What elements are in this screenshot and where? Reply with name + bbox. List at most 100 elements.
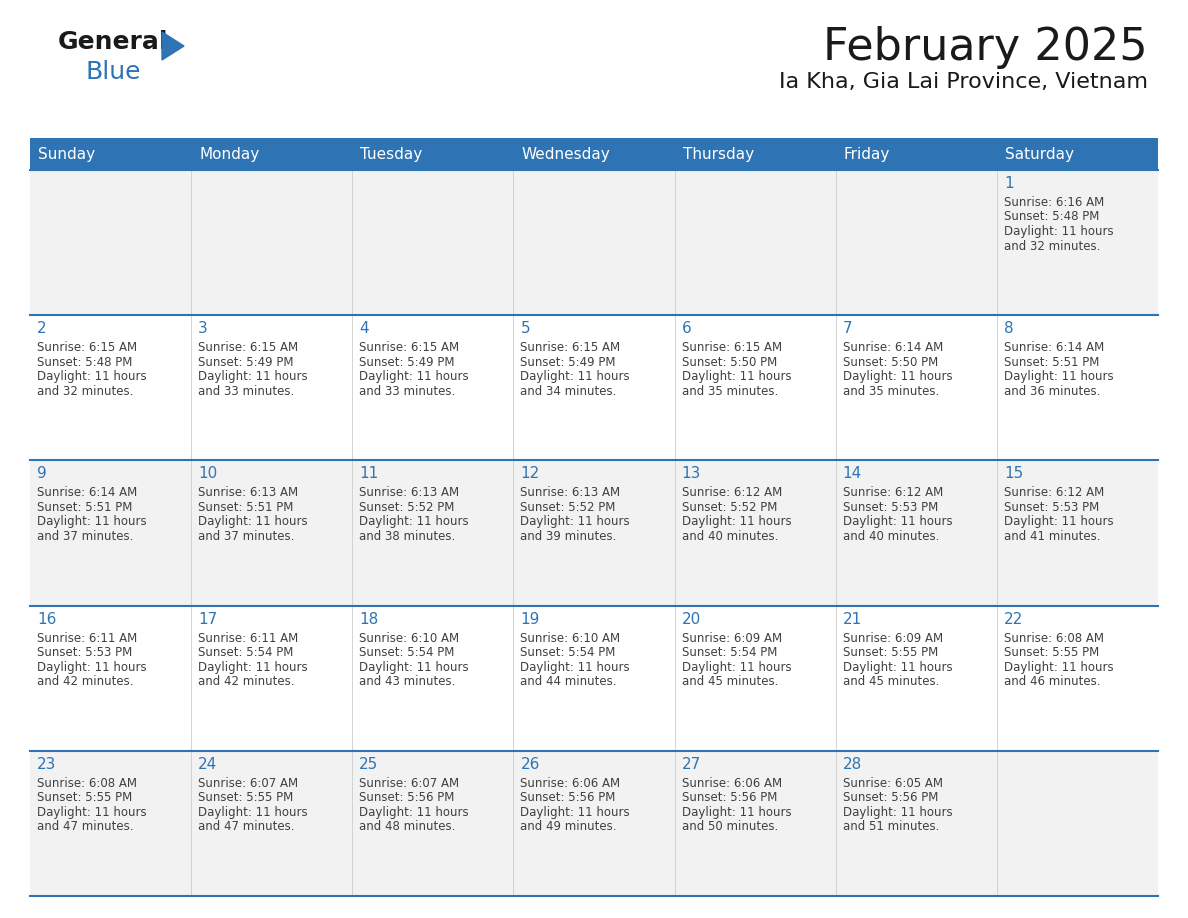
Text: Daylight: 11 hours: Daylight: 11 hours (359, 806, 469, 819)
Text: 15: 15 (1004, 466, 1023, 481)
Text: Sunset: 5:50 PM: Sunset: 5:50 PM (842, 355, 939, 369)
Text: Sunset: 5:54 PM: Sunset: 5:54 PM (198, 646, 293, 659)
Text: 14: 14 (842, 466, 862, 481)
Text: Sunrise: 6:10 AM: Sunrise: 6:10 AM (520, 632, 620, 644)
Text: Daylight: 11 hours: Daylight: 11 hours (37, 515, 146, 529)
Text: 2: 2 (37, 321, 46, 336)
Bar (997, 138, 1158, 170)
Text: Sunrise: 6:13 AM: Sunrise: 6:13 AM (520, 487, 620, 499)
Text: Daylight: 11 hours: Daylight: 11 hours (37, 661, 146, 674)
Text: Sunset: 5:48 PM: Sunset: 5:48 PM (37, 355, 132, 369)
Text: Sunrise: 6:05 AM: Sunrise: 6:05 AM (842, 777, 943, 789)
Bar (191, 138, 353, 170)
Text: 8: 8 (1004, 321, 1013, 336)
Text: and 32 minutes.: and 32 minutes. (1004, 240, 1100, 252)
Text: Sunset: 5:51 PM: Sunset: 5:51 PM (37, 501, 132, 514)
Bar (30, 461, 191, 606)
Text: Daylight: 11 hours: Daylight: 11 hours (359, 515, 469, 529)
Text: 9: 9 (37, 466, 46, 481)
Text: 23: 23 (37, 756, 56, 772)
Text: 10: 10 (198, 466, 217, 481)
Text: Sunrise: 6:16 AM: Sunrise: 6:16 AM (1004, 196, 1104, 209)
Text: and 41 minutes.: and 41 minutes. (1004, 530, 1100, 543)
Text: Sunset: 5:49 PM: Sunset: 5:49 PM (520, 355, 615, 369)
Text: Sunrise: 6:11 AM: Sunrise: 6:11 AM (37, 632, 138, 644)
Bar (997, 170, 1158, 315)
Text: Sunset: 5:55 PM: Sunset: 5:55 PM (198, 791, 293, 804)
Bar (675, 606, 835, 751)
Text: and 40 minutes.: and 40 minutes. (682, 530, 778, 543)
Text: Daylight: 11 hours: Daylight: 11 hours (1004, 370, 1113, 383)
Text: and 35 minutes.: and 35 minutes. (842, 385, 939, 397)
Text: and 33 minutes.: and 33 minutes. (359, 385, 455, 397)
Polygon shape (162, 32, 184, 60)
Text: Sunset: 5:52 PM: Sunset: 5:52 PM (682, 501, 777, 514)
Bar (835, 751, 997, 896)
Text: Daylight: 11 hours: Daylight: 11 hours (682, 370, 791, 383)
Bar (675, 461, 835, 606)
Bar (513, 606, 675, 751)
Text: Sunset: 5:54 PM: Sunset: 5:54 PM (359, 646, 455, 659)
Text: February 2025: February 2025 (823, 26, 1148, 69)
Bar (835, 170, 997, 315)
Text: Sunset: 5:53 PM: Sunset: 5:53 PM (37, 646, 132, 659)
Bar (675, 315, 835, 461)
Text: 19: 19 (520, 611, 539, 627)
Text: and 45 minutes.: and 45 minutes. (842, 675, 939, 688)
Text: Sunset: 5:51 PM: Sunset: 5:51 PM (1004, 355, 1099, 369)
Text: Daylight: 11 hours: Daylight: 11 hours (1004, 225, 1113, 238)
Bar (191, 461, 353, 606)
Text: Daylight: 11 hours: Daylight: 11 hours (359, 370, 469, 383)
Text: Sunset: 5:52 PM: Sunset: 5:52 PM (520, 501, 615, 514)
Text: Daylight: 11 hours: Daylight: 11 hours (842, 370, 953, 383)
Text: General: General (58, 30, 169, 54)
Text: Daylight: 11 hours: Daylight: 11 hours (842, 515, 953, 529)
Text: Sunset: 5:56 PM: Sunset: 5:56 PM (842, 791, 939, 804)
Text: Sunset: 5:53 PM: Sunset: 5:53 PM (1004, 501, 1099, 514)
Bar (353, 315, 513, 461)
Text: Sunrise: 6:09 AM: Sunrise: 6:09 AM (682, 632, 782, 644)
Text: Sunset: 5:50 PM: Sunset: 5:50 PM (682, 355, 777, 369)
Text: Sunrise: 6:12 AM: Sunrise: 6:12 AM (682, 487, 782, 499)
Text: Daylight: 11 hours: Daylight: 11 hours (520, 515, 630, 529)
Text: Sunrise: 6:15 AM: Sunrise: 6:15 AM (198, 341, 298, 354)
Text: Daylight: 11 hours: Daylight: 11 hours (520, 661, 630, 674)
Text: Sunset: 5:55 PM: Sunset: 5:55 PM (1004, 646, 1099, 659)
Text: Daylight: 11 hours: Daylight: 11 hours (842, 661, 953, 674)
Text: and 37 minutes.: and 37 minutes. (37, 530, 133, 543)
Text: Sunset: 5:48 PM: Sunset: 5:48 PM (1004, 210, 1099, 223)
Bar (353, 751, 513, 896)
Text: Daylight: 11 hours: Daylight: 11 hours (842, 806, 953, 819)
Text: 18: 18 (359, 611, 379, 627)
Text: 25: 25 (359, 756, 379, 772)
Text: Sunrise: 6:07 AM: Sunrise: 6:07 AM (359, 777, 460, 789)
Text: Sunset: 5:51 PM: Sunset: 5:51 PM (198, 501, 293, 514)
Text: Sunset: 5:49 PM: Sunset: 5:49 PM (198, 355, 293, 369)
Bar (675, 751, 835, 896)
Text: Daylight: 11 hours: Daylight: 11 hours (37, 806, 146, 819)
Text: Sunset: 5:56 PM: Sunset: 5:56 PM (682, 791, 777, 804)
Bar (191, 170, 353, 315)
Text: Sunrise: 6:15 AM: Sunrise: 6:15 AM (359, 341, 460, 354)
Text: Tuesday: Tuesday (360, 147, 423, 162)
Text: Sunrise: 6:10 AM: Sunrise: 6:10 AM (359, 632, 460, 644)
Text: Sunrise: 6:08 AM: Sunrise: 6:08 AM (1004, 632, 1104, 644)
Bar (513, 461, 675, 606)
Text: Daylight: 11 hours: Daylight: 11 hours (198, 515, 308, 529)
Bar (191, 751, 353, 896)
Bar (353, 606, 513, 751)
Bar (675, 170, 835, 315)
Bar (30, 170, 191, 315)
Text: Daylight: 11 hours: Daylight: 11 hours (198, 806, 308, 819)
Text: Sunrise: 6:11 AM: Sunrise: 6:11 AM (198, 632, 298, 644)
Text: and 42 minutes.: and 42 minutes. (37, 675, 133, 688)
Text: Daylight: 11 hours: Daylight: 11 hours (682, 661, 791, 674)
Text: Sunset: 5:56 PM: Sunset: 5:56 PM (359, 791, 455, 804)
Text: Daylight: 11 hours: Daylight: 11 hours (520, 806, 630, 819)
Text: Daylight: 11 hours: Daylight: 11 hours (1004, 515, 1113, 529)
Text: Sunset: 5:55 PM: Sunset: 5:55 PM (37, 791, 132, 804)
Text: Ia Kha, Gia Lai Province, Vietnam: Ia Kha, Gia Lai Province, Vietnam (779, 72, 1148, 92)
Text: Sunset: 5:54 PM: Sunset: 5:54 PM (520, 646, 615, 659)
Bar (353, 138, 513, 170)
Text: and 46 minutes.: and 46 minutes. (1004, 675, 1100, 688)
